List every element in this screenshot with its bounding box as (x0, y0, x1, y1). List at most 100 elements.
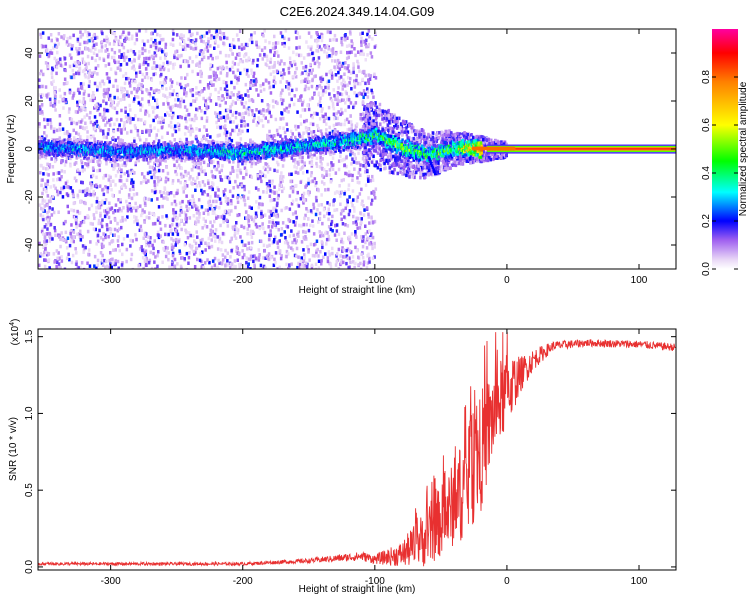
spectrogram-noise-cell (173, 163, 176, 168)
spectrogram-noise-cell (212, 234, 215, 238)
spectrogram-noise-cell (364, 240, 367, 245)
spectrogram-noise-cell (142, 179, 145, 183)
spectrogram-noise-cell (65, 246, 69, 250)
spectrogram-noise-cell (81, 57, 84, 61)
spectrogram-noise-cell (162, 240, 165, 244)
spectrogram-noise-cell (274, 235, 277, 239)
spectrogram-noise-cell (184, 157, 188, 161)
spectrogram-noise-cell (269, 91, 273, 95)
spectrogram-noise-cell (203, 87, 206, 91)
spectrogram-noise-cell (349, 240, 352, 245)
spectrogram-noise-cell (186, 126, 189, 130)
spectrogram-noise-cell (156, 162, 159, 167)
spectrogram-noise-cell (241, 97, 244, 101)
spectrogram-noise-cell (117, 266, 120, 269)
spectrogram-noise-cell (177, 239, 181, 244)
spectrogram-noise-cell (368, 116, 372, 121)
spectrogram-noise-cell (243, 166, 247, 170)
spectrogram-noise-cell (252, 219, 256, 223)
spectrogram-noise-cell (45, 239, 48, 243)
spectrogram-noise-cell (369, 51, 373, 55)
spectrogram-noise-cell (93, 192, 96, 196)
spectrogram-noise-cell (99, 202, 103, 207)
spectrogram-noise-cell (372, 95, 375, 99)
spectrogram-noise-cell (376, 151, 380, 155)
spectrogram-noise-cell (292, 186, 295, 191)
spectrogram-noise-cell (55, 58, 58, 63)
spectrogram-noise-cell (75, 260, 78, 264)
spectrogram-noise-cell (275, 160, 279, 165)
spectrogram-noise-cell (103, 214, 107, 219)
spectrogram-noise-cell (277, 60, 280, 65)
spectrogram-noise-cell (420, 136, 424, 141)
spectrogram-noise-cell (57, 100, 61, 104)
spectrogram-noise-cell (195, 97, 198, 101)
spectrogram-noise-cell (253, 113, 256, 117)
spectrogram-noise-cell (220, 178, 224, 182)
spectrogram-noise-cell (274, 41, 278, 45)
spectrogram-noise-cell (223, 35, 226, 40)
spectrogram-noise-cell (361, 77, 364, 82)
spectrogram-noise-cell (190, 127, 193, 131)
spectrogram-noise-cell (57, 235, 61, 239)
spectrogram-noise-cell (216, 32, 219, 37)
spectrogram-noise-cell (360, 92, 364, 96)
spectrogram-noise-cell (104, 173, 108, 178)
spectrogram-noise-cell (112, 55, 116, 60)
spectrogram-noise-cell (354, 220, 358, 224)
spectrogram-noise-cell (393, 125, 396, 129)
spectrogram-noise-cell (105, 88, 109, 92)
spectrogram-noise-cell (101, 263, 105, 267)
spectrogram-noise-cell (147, 235, 150, 239)
spectrogram-noise-cell (320, 240, 324, 244)
spectrogram-noise-cell (172, 66, 175, 70)
spectrogram-noise-cell (48, 237, 52, 241)
spectrogram-noise-cell (305, 130, 308, 134)
spectrogram-noise-cell (212, 73, 216, 78)
spectrogram-noise-cell (351, 178, 354, 182)
spectrogram-noise-cell (236, 164, 240, 169)
spectrogram-noise-cell (367, 196, 370, 200)
spectrogram-noise-cell (200, 52, 204, 57)
spectrogram-noise-cell (229, 239, 232, 244)
spectrogram-noise-cell (285, 254, 288, 259)
spectrogram-noise-cell (79, 238, 83, 242)
spectrogram-noise-cell (84, 121, 87, 125)
spectrogram-noise-cell (279, 97, 283, 102)
spectrogram-noise-cell (201, 191, 204, 196)
spectrogram-noise-cell (42, 187, 46, 192)
spectrogram-noise-cell (266, 170, 270, 174)
spectrogram-noise-cell (164, 113, 167, 117)
spectrogram-noise-cell (60, 186, 63, 191)
spectrogram-noise-cell (134, 218, 138, 222)
spectrogram-noise-cell (173, 257, 177, 262)
spectrogram-noise-cell (257, 188, 260, 192)
spectrogram-noise-cell (346, 247, 350, 251)
spectrogram-noise-cell (233, 234, 237, 238)
spectrogram-noise-cell (72, 91, 76, 96)
spectrogram-noise-cell (70, 223, 73, 227)
spectrogram-noise-cell (147, 99, 150, 104)
spectrogram-noise-cell (53, 89, 56, 93)
spectrogram-noise-cell (76, 209, 79, 214)
spectrogram-noise-cell (367, 81, 371, 85)
spectrogram-noise-cell (178, 249, 181, 253)
spectrogram-noise-cell (198, 52, 202, 56)
spectrogram-noise-cell (314, 195, 318, 200)
spectrogram-noise-cell (50, 75, 54, 79)
spectrogram-noise-cell (171, 232, 175, 236)
spectrogram-noise-cell (243, 123, 246, 128)
spectrogram-noise-cell (340, 190, 343, 194)
spectrogram-noise-cell (77, 61, 80, 65)
spectrogram-noise-cell (157, 168, 161, 173)
spectrogram-noise-cell (215, 56, 218, 60)
spectrogram-noise-cell (373, 45, 377, 49)
spectrogram-noise-cell (91, 39, 95, 43)
spectrogram-noise-cell (157, 250, 160, 254)
spectrogram-noise-cell (192, 214, 196, 218)
spectrogram-noise-cell (362, 95, 365, 99)
spectrogram-noise-cell (316, 208, 319, 212)
spectrogram-noise-cell (106, 91, 109, 95)
spectrogram-noise-cell (185, 137, 188, 142)
spectrogram-noise-cell (164, 180, 167, 184)
